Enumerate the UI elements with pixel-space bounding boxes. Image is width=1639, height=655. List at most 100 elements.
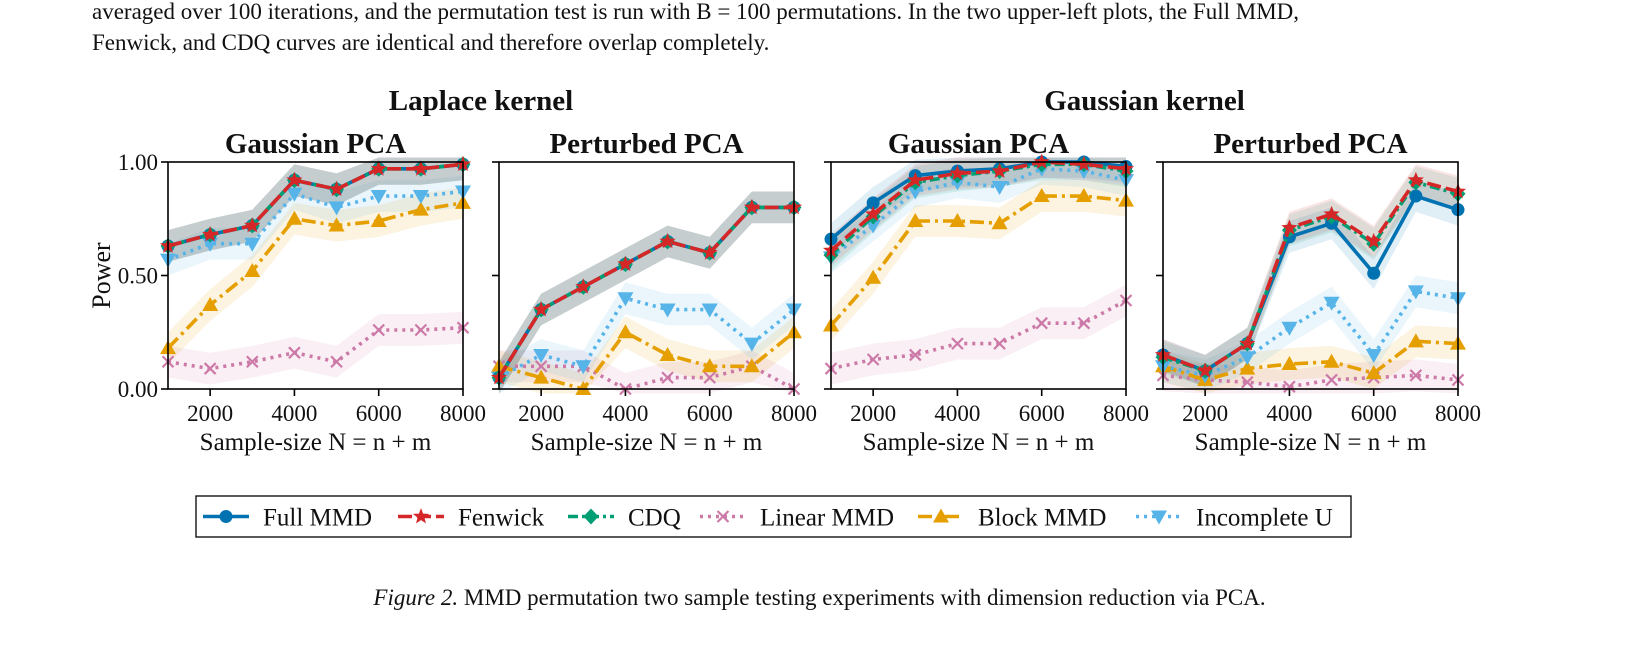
data-point bbox=[412, 190, 429, 205]
data-point bbox=[907, 171, 924, 187]
series-line bbox=[167, 325, 464, 371]
data-point bbox=[909, 348, 922, 362]
y-tick-label: 1.00 bbox=[118, 150, 158, 175]
series-line bbox=[829, 160, 1127, 252]
legend-label: Block MMD bbox=[978, 505, 1106, 532]
data-point bbox=[743, 358, 760, 373]
data-point bbox=[703, 371, 716, 384]
legend-marker bbox=[716, 510, 730, 523]
data-point bbox=[328, 180, 345, 197]
data-point bbox=[1239, 335, 1256, 351]
data-point bbox=[907, 213, 924, 228]
data-point bbox=[1035, 316, 1048, 330]
legend: Full MMD Fenwick CDQ Linear MMD Block MMD Inc… bbox=[195, 495, 1352, 538]
data-point bbox=[203, 362, 217, 375]
data-point bbox=[949, 213, 966, 228]
series-line bbox=[498, 296, 796, 380]
data-point bbox=[412, 160, 429, 176]
confidence-band bbox=[168, 157, 463, 262]
x-axis-label: Sample-size N = n + m bbox=[1195, 429, 1427, 456]
data-point bbox=[286, 210, 303, 225]
intro-line-2: Fenwick, and CDQ curves are identical an… bbox=[92, 30, 770, 55]
data-point bbox=[743, 198, 760, 215]
data-point bbox=[701, 358, 718, 373]
data-point bbox=[1407, 333, 1424, 348]
caption-text: MMD permutation two sample testing exper… bbox=[463, 585, 1266, 610]
data-point bbox=[617, 324, 634, 339]
legend-label: Fenwick bbox=[458, 505, 545, 532]
y-tick-label: 0.00 bbox=[118, 377, 158, 402]
legend-marker bbox=[219, 510, 233, 523]
data-point bbox=[202, 226, 219, 242]
series-block-mmd bbox=[1155, 333, 1466, 386]
data-point bbox=[659, 232, 676, 249]
data-point bbox=[1239, 351, 1256, 366]
data-point bbox=[907, 185, 924, 200]
chart-panel: Gaussian PCA 2000 4000 6000 8000 Sample-size … bbox=[822, 128, 1149, 456]
x-tick-label: 4000 bbox=[271, 401, 317, 426]
data-point bbox=[1365, 365, 1382, 380]
data-point bbox=[244, 262, 261, 277]
series-line bbox=[829, 167, 1127, 259]
data-point bbox=[244, 217, 261, 233]
legend-item: CDQ bbox=[568, 505, 681, 532]
confidence-band bbox=[499, 316, 794, 394]
data-point bbox=[534, 360, 548, 373]
data-point bbox=[991, 162, 1008, 178]
data-point bbox=[1075, 155, 1092, 172]
series-incomplete-u bbox=[160, 185, 471, 268]
intro-line-1: averaged over 100 iterations, and the pe… bbox=[92, 0, 1300, 24]
data-point bbox=[246, 355, 259, 369]
x-axis-label: Sample-size N = n + m bbox=[863, 429, 1095, 456]
confidence-band bbox=[831, 180, 1126, 342]
x-tick-label: 8000 bbox=[1435, 401, 1481, 426]
group-title: Gaussian kernel bbox=[1044, 85, 1245, 117]
y-tick-label: 0.50 bbox=[118, 264, 158, 289]
legend-marker bbox=[583, 508, 599, 525]
series-line bbox=[499, 364, 795, 391]
data-point bbox=[659, 346, 676, 361]
data-point bbox=[659, 303, 676, 318]
confidence-band bbox=[168, 157, 463, 262]
data-point bbox=[575, 381, 592, 395]
data-point bbox=[1283, 380, 1296, 394]
series-line bbox=[1162, 194, 1459, 373]
data-point bbox=[372, 323, 385, 337]
data-point bbox=[1281, 321, 1298, 336]
x-tick-label: 8000 bbox=[440, 401, 486, 426]
data-point bbox=[328, 201, 345, 216]
data-point bbox=[244, 237, 261, 252]
legend-item: Full MMD bbox=[203, 505, 372, 532]
series-line bbox=[1162, 373, 1459, 389]
confidence-band bbox=[1163, 325, 1458, 394]
x-tick-label: 6000 bbox=[687, 401, 733, 426]
data-point bbox=[370, 160, 387, 176]
data-point bbox=[370, 213, 387, 228]
legend-label: Full MMD bbox=[263, 505, 372, 532]
data-point bbox=[1323, 353, 1340, 368]
confidence-band bbox=[168, 187, 463, 364]
data-point bbox=[1197, 362, 1214, 378]
series-line bbox=[498, 330, 796, 391]
data-point bbox=[1365, 348, 1382, 363]
legend-label: Linear MMD bbox=[760, 505, 894, 532]
data-point bbox=[202, 237, 219, 252]
data-point bbox=[533, 348, 550, 363]
data-point bbox=[412, 201, 429, 216]
data-point bbox=[991, 180, 1008, 195]
data-point bbox=[1033, 188, 1050, 203]
x-tick-label: 8000 bbox=[771, 401, 817, 426]
chart-panel: Perturbed PCA 2000 4000 6000 8000 Sample-size… bbox=[1154, 128, 1481, 456]
data-point bbox=[865, 205, 882, 222]
data-point bbox=[533, 301, 550, 317]
confidence-band bbox=[831, 157, 1126, 271]
data-point bbox=[951, 337, 964, 350]
panel-title: Perturbed PCA bbox=[1213, 128, 1407, 160]
data-point bbox=[533, 369, 550, 384]
legend-item: Incomplete U bbox=[1136, 505, 1333, 532]
figure-caption: Figure 2. MMD permutation two sample tes… bbox=[0, 585, 1639, 611]
confidence-band bbox=[168, 157, 463, 262]
data-point bbox=[661, 371, 674, 384]
data-point bbox=[865, 269, 882, 284]
data-point bbox=[575, 360, 592, 375]
